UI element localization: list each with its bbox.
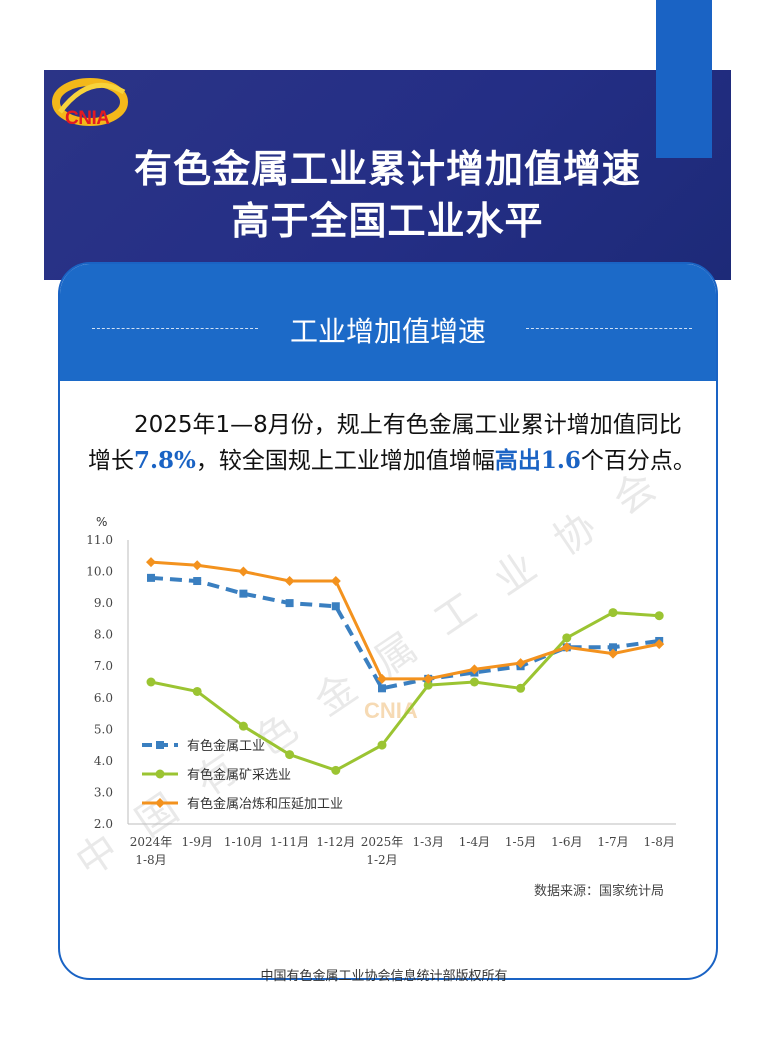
data-point-circle <box>516 683 526 693</box>
series-3 <box>146 557 665 684</box>
logo-ring <box>52 78 128 126</box>
cnia-logo <box>52 78 128 126</box>
x-tick-label: 1-8月 <box>135 853 166 867</box>
x-tick-label: 1-2月 <box>366 853 397 867</box>
summary-growth-value: 7.8% <box>134 447 196 474</box>
summary-text-2: ，较全国规上工业增加值增幅 <box>195 448 495 474</box>
legend-marker <box>155 798 165 808</box>
legend-label: 有色金属工业 <box>187 738 265 754</box>
y-tick-label: 7.0 <box>94 659 113 673</box>
data-point-diamond <box>423 673 434 684</box>
x-tick-label: 1-10月 <box>224 835 263 849</box>
legend-label: 有色金属矿采选业 <box>187 767 291 783</box>
section-title: 工业增加值增速 <box>289 315 486 348</box>
x-tick-label: 1-8月 <box>644 835 675 849</box>
data-point-diamond <box>654 639 665 650</box>
x-tick-label: 1-5月 <box>505 835 536 849</box>
x-tick-label: 1-9月 <box>182 835 213 849</box>
content-card: 工业增加值增速 <box>58 262 718 980</box>
data-point-square <box>331 602 340 611</box>
x-tick-label: 2024年 <box>130 835 173 849</box>
series-1 <box>147 573 664 693</box>
series-line <box>150 560 660 681</box>
data-point-square <box>609 643 617 652</box>
data-point-diamond <box>238 566 249 577</box>
data-point-circle <box>192 686 202 696</box>
y-tick-label: 8.0 <box>94 628 113 642</box>
data-point-square <box>285 599 294 608</box>
top-accent-bar-front <box>656 70 712 158</box>
y-tick-label: 4.0 <box>94 754 113 768</box>
legend-marker <box>155 769 165 779</box>
series-line <box>150 611 660 772</box>
summary-gap-value: 1.6 <box>540 447 581 474</box>
data-point-circle <box>562 633 572 643</box>
series-2 <box>146 608 664 775</box>
data-point-square <box>239 589 248 598</box>
data-point-circle <box>423 680 433 690</box>
y-tick-label: 6.0 <box>94 691 113 705</box>
page-title-line2: 高于全国工业水平 <box>231 198 544 243</box>
copyright-footer: 中国有色金属工业协会信息统计部版权所有 <box>260 969 508 984</box>
legend-label: 有色金属冶炼和压延加工业 <box>187 796 343 812</box>
data-point-circle <box>285 750 295 760</box>
data-point-diamond <box>192 560 203 571</box>
y-tick-label: 11.0 <box>86 533 113 547</box>
summary-text-3: 个百分点。 <box>580 448 696 474</box>
header-divider-right <box>526 328 692 329</box>
summary-highlight: 高出 <box>494 448 541 474</box>
y-tick-label: 10.0 <box>86 565 113 579</box>
x-tick-label: 1-3月 <box>413 835 444 849</box>
data-point-diamond <box>561 642 572 653</box>
summary-paragraph: 2025年1—8月份，规上有色金属工业累计增加值同比增长7.8%，较全国规上工业… <box>88 408 698 479</box>
x-tick-label: 2025年 <box>361 835 404 849</box>
x-tick-label: 1-4月 <box>459 835 490 849</box>
data-point-circle <box>238 721 248 731</box>
data-point-diamond <box>330 576 341 587</box>
data-point-circle <box>331 765 341 775</box>
logo-text: CNIA <box>65 108 110 129</box>
y-axis-label: % <box>96 515 107 529</box>
header-divider-left <box>92 328 258 329</box>
summary-text-1: 2025年1—8月份，规上有色金属工业累计增加值同比增长 <box>88 412 682 474</box>
data-point-square <box>147 573 155 582</box>
data-point-diamond <box>515 658 526 669</box>
card-header: 工业增加值增速 <box>60 264 716 381</box>
data-point-diamond <box>146 557 156 568</box>
title-banner <box>44 70 731 280</box>
x-tick-label: 1-7月 <box>597 835 628 849</box>
y-tick-label: 9.0 <box>94 596 113 610</box>
logo-swoosh <box>58 82 126 114</box>
data-point-circle <box>146 677 156 687</box>
legend-marker <box>156 741 164 749</box>
x-tick-label: 1-12月 <box>316 835 355 849</box>
data-point-diamond <box>469 664 480 675</box>
data-point-circle <box>377 740 387 750</box>
y-tick-label: 2.0 <box>94 817 113 831</box>
data-point-circle <box>654 611 664 621</box>
data-source: 数据来源：国家统计局 <box>534 884 665 899</box>
data-point-square <box>193 577 202 586</box>
page-title-line1: 有色金属工业累计增加值增速 <box>133 146 641 191</box>
data-point-circle <box>469 677 479 687</box>
x-tick-label: 1-6月 <box>551 835 582 849</box>
x-tick-label: 1-11月 <box>270 835 309 849</box>
data-point-diamond <box>377 673 387 684</box>
series-line <box>150 575 660 691</box>
data-point-square <box>378 684 386 693</box>
y-tick-label: 3.0 <box>94 785 113 799</box>
data-point-diamond <box>608 648 618 659</box>
data-point-diamond <box>284 576 295 587</box>
data-point-circle <box>608 608 618 618</box>
y-tick-label: 5.0 <box>94 722 113 736</box>
